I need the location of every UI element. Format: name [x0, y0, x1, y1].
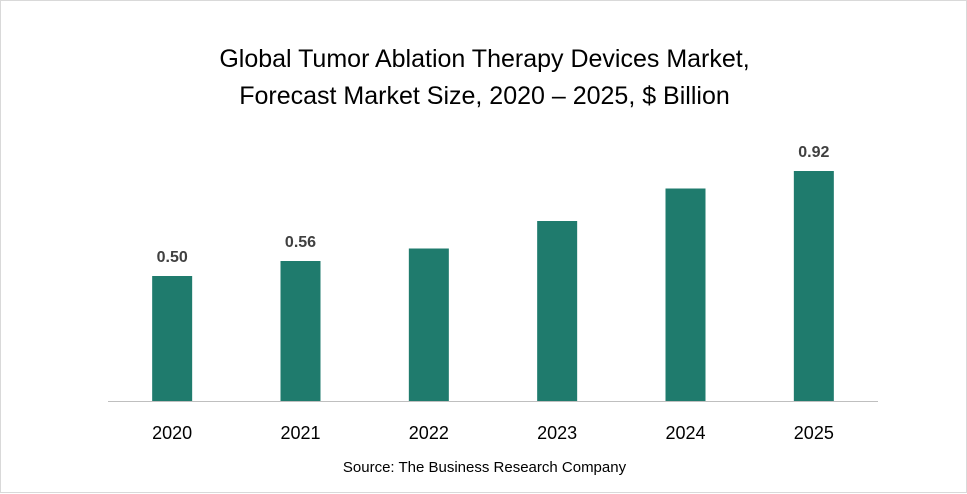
x-tick-label: 2021 [280, 423, 320, 443]
data-label: 0.56 [285, 234, 316, 251]
bar-2022 [408, 248, 449, 401]
data-label: 0.92 [798, 144, 829, 161]
chart-title-line-1: Global Tumor Ablation Therapy Devices Ma… [219, 45, 750, 73]
chart-title-line-2: Forecast Market Size, 2020 – 2025, $ Bil… [239, 82, 730, 110]
data-label: 0.50 [157, 249, 188, 266]
x-tick-label: 2022 [409, 423, 449, 443]
x-tick-label: 2020 [152, 423, 192, 443]
bar-2020 [152, 276, 193, 401]
bar-2024 [665, 188, 706, 401]
x-tick-label: 2024 [665, 423, 705, 443]
x-tick-label: 2025 [794, 423, 834, 443]
chart-title: Global Tumor Ablation Therapy Devices Ma… [1, 41, 967, 115]
chart-source: Source: The Business Research Company [342, 459, 627, 476]
bar-2025 [793, 171, 834, 401]
bar-2021 [280, 261, 321, 401]
bar-2023 [537, 221, 578, 401]
x-tick-label: 2023 [537, 423, 577, 443]
